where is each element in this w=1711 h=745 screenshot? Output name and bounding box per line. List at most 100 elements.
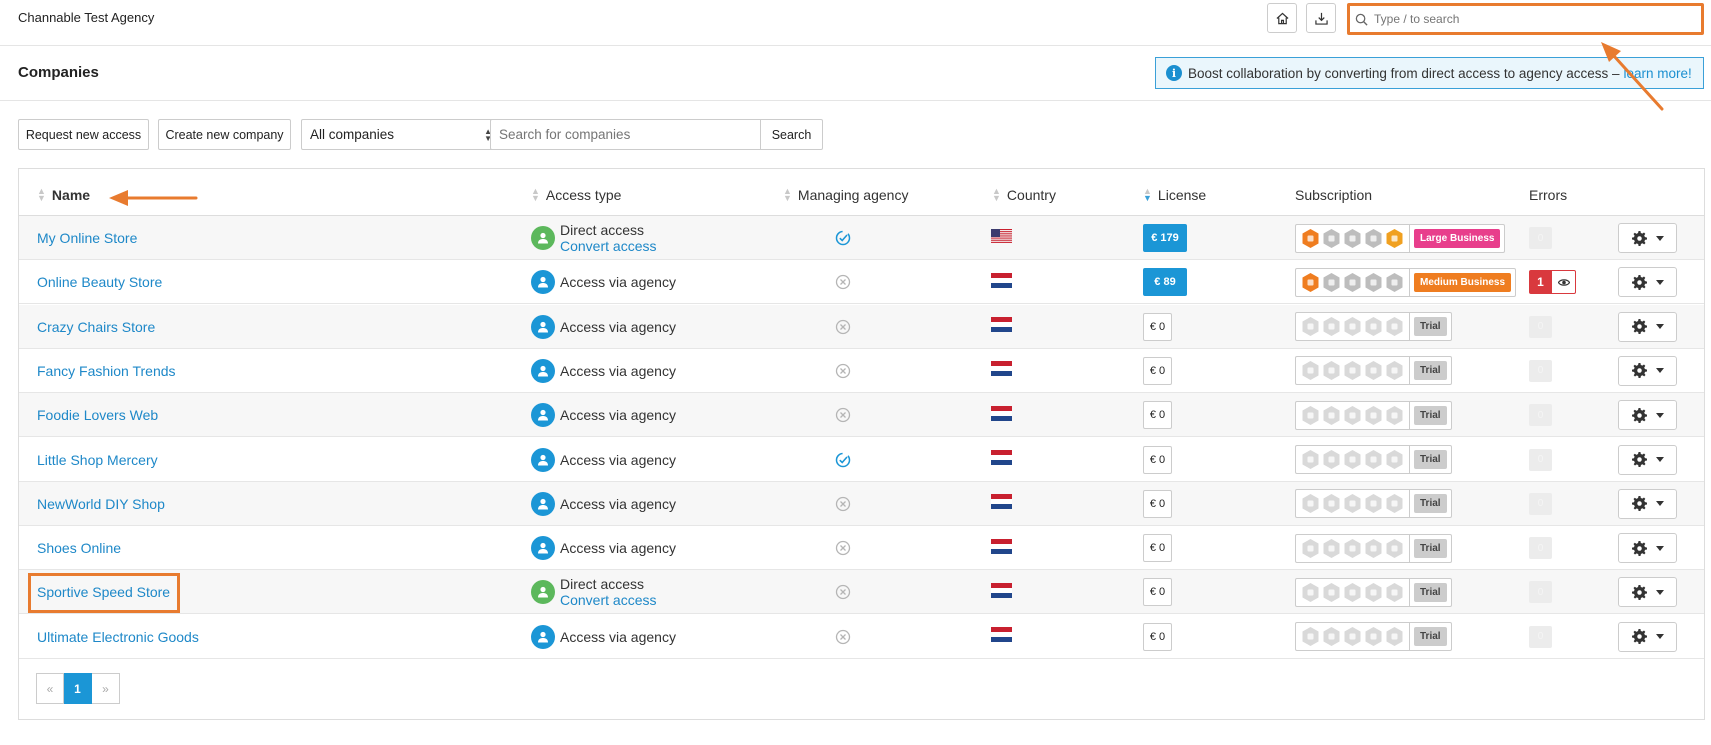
errors-badge[interactable]: 1: [1529, 270, 1576, 295]
x-circle-icon: [835, 363, 851, 379]
subscription-box[interactable]: Large Business: [1295, 223, 1506, 253]
pagination-next[interactable]: »: [92, 673, 120, 704]
company-name-link[interactable]: Crazy Chairs Store: [37, 318, 156, 335]
request-access-button[interactable]: Request new access: [18, 119, 149, 150]
subscription-box[interactable]: Trial: [1295, 622, 1452, 652]
subscription-box[interactable]: Medium Business: [1295, 267, 1517, 297]
gear-icon: [1631, 629, 1647, 645]
settings-dropdown-button[interactable]: [1618, 621, 1677, 652]
company-search-field[interactable]: [490, 119, 761, 150]
search-button[interactable]: Search: [760, 119, 823, 150]
company-name-link[interactable]: NewWorld DIY Shop: [37, 495, 165, 512]
feature-hex-icon: [1323, 361, 1340, 381]
create-company-button[interactable]: Create new company: [158, 119, 291, 150]
x-circle-icon: [835, 540, 851, 556]
table-header: ▲ ▼ Name ▲ ▼ Access type ▲ ▼ Managing agenc…: [19, 169, 1704, 216]
company-name-link[interactable]: Ultimate Electronic Goods: [37, 628, 199, 645]
convert-access-link[interactable]: Convert access: [560, 592, 657, 609]
settings-dropdown-button[interactable]: [1618, 267, 1677, 298]
global-search[interactable]: [1347, 3, 1704, 35]
settings-dropdown-button[interactable]: [1618, 533, 1677, 564]
feature-hex-icon: [1323, 228, 1340, 248]
column-name[interactable]: ▲ ▼ Name: [37, 186, 91, 204]
access-type-icon: [531, 624, 555, 649]
company-name-link[interactable]: My Online Store: [37, 230, 138, 246]
chevron-down-icon: [1655, 368, 1664, 374]
company-name-link[interactable]: Sportive Speed Store: [37, 584, 171, 601]
feature-hex-icon: [1302, 582, 1319, 602]
company-name-link[interactable]: Foodie Lovers Web: [37, 407, 159, 424]
access-type-icon: [531, 270, 555, 295]
home-button[interactable]: [1267, 3, 1297, 33]
plan-badge: Trial: [1414, 538, 1447, 558]
table-row: Little Shop Mercery Access via agency € 0 T…: [19, 438, 1704, 482]
column-country[interactable]: ▲ ▼ Country: [992, 186, 1056, 204]
access-type: Access via agency: [560, 540, 676, 557]
chevron-down-icon: [1655, 545, 1664, 551]
subscription-box[interactable]: Trial: [1295, 356, 1452, 386]
feature-hex-icon: [1365, 361, 1382, 381]
subscription-box[interactable]: Trial: [1295, 533, 1452, 563]
chevron-down-icon: [1655, 279, 1664, 285]
feature-hex-icon: [1344, 627, 1361, 647]
user-access-icon: [538, 542, 548, 554]
access-type-icon: [531, 314, 555, 339]
chevron-down-icon: [1655, 412, 1664, 418]
column-access-type[interactable]: ▲ ▼ Access type: [531, 186, 622, 204]
company-name-link[interactable]: Online Beauty Store: [37, 274, 163, 291]
company-filter-select[interactable]: All companies ▲ ▼: [301, 119, 499, 150]
settings-dropdown-button[interactable]: [1618, 311, 1677, 342]
learn-more-link[interactable]: learn more!: [1623, 65, 1692, 81]
settings-dropdown-button[interactable]: [1618, 400, 1677, 431]
feature-icons: [1301, 268, 1410, 296]
table-row: Sportive Speed Store Direct access Convert…: [19, 570, 1704, 615]
pagination-page-1[interactable]: 1: [64, 673, 92, 704]
table-row: Foodie Lovers Web Access via agency € 0 Tri…: [19, 393, 1704, 438]
subscription-box[interactable]: Trial: [1295, 445, 1452, 474]
flag-nl-icon: [991, 450, 1012, 465]
subscription-box[interactable]: Trial: [1295, 577, 1452, 607]
feature-hex-icon: [1365, 228, 1382, 248]
download-button[interactable]: [1306, 3, 1336, 33]
feature-icons: [1301, 490, 1410, 518]
settings-dropdown-button[interactable]: [1618, 355, 1677, 386]
convert-access-link[interactable]: Convert access: [560, 238, 657, 254]
feature-hex-icon: [1386, 450, 1403, 469]
feature-hex-icon: [1344, 405, 1361, 425]
plan-badge: Trial: [1414, 494, 1447, 514]
subscription-box[interactable]: Trial: [1295, 400, 1452, 430]
company-name-link[interactable]: Fancy Fashion Trends: [37, 362, 176, 379]
error-count: 1: [1529, 270, 1552, 295]
company-search-input[interactable]: [499, 127, 749, 142]
download-icon: [1314, 12, 1328, 25]
company-name-link[interactable]: Shoes Online: [37, 540, 122, 557]
column-license[interactable]: ▲ ▼ License: [1143, 186, 1207, 204]
gear-icon: [1631, 452, 1647, 467]
access-type-icon: [531, 491, 555, 516]
settings-dropdown-button[interactable]: [1618, 488, 1677, 519]
pagination-prev[interactable]: «: [36, 673, 64, 704]
feature-hex-icon: [1323, 450, 1340, 469]
error-count: 0: [1529, 315, 1552, 338]
error-count: 0: [1529, 404, 1552, 427]
subscription-box[interactable]: Trial: [1295, 489, 1452, 519]
check-circle-icon: [835, 452, 851, 467]
feature-hex-icon: [1365, 494, 1382, 514]
eye-icon[interactable]: [1552, 270, 1576, 295]
company-name-link[interactable]: Little Shop Mercery: [37, 451, 158, 468]
column-managing-agency[interactable]: ▲ ▼ Managing agency: [783, 186, 909, 204]
access-type-icon: [531, 358, 555, 383]
access-type-icon: [531, 226, 555, 250]
info-banner: i Boost collaboration by converting from…: [1155, 57, 1704, 89]
settings-dropdown-button[interactable]: [1618, 577, 1677, 608]
select-arrows-icon: ▲ ▼: [484, 127, 492, 143]
error-count: 0: [1529, 581, 1552, 604]
page-title: Companies: [18, 64, 99, 81]
error-count: 0: [1529, 537, 1552, 560]
column-errors: Errors: [1529, 187, 1568, 203]
settings-dropdown-button[interactable]: [1618, 223, 1677, 253]
settings-dropdown-button[interactable]: [1618, 444, 1677, 475]
feature-hex-icon: [1302, 317, 1319, 337]
subscription-box[interactable]: Trial: [1295, 312, 1452, 342]
global-search-input[interactable]: [1374, 12, 1674, 26]
